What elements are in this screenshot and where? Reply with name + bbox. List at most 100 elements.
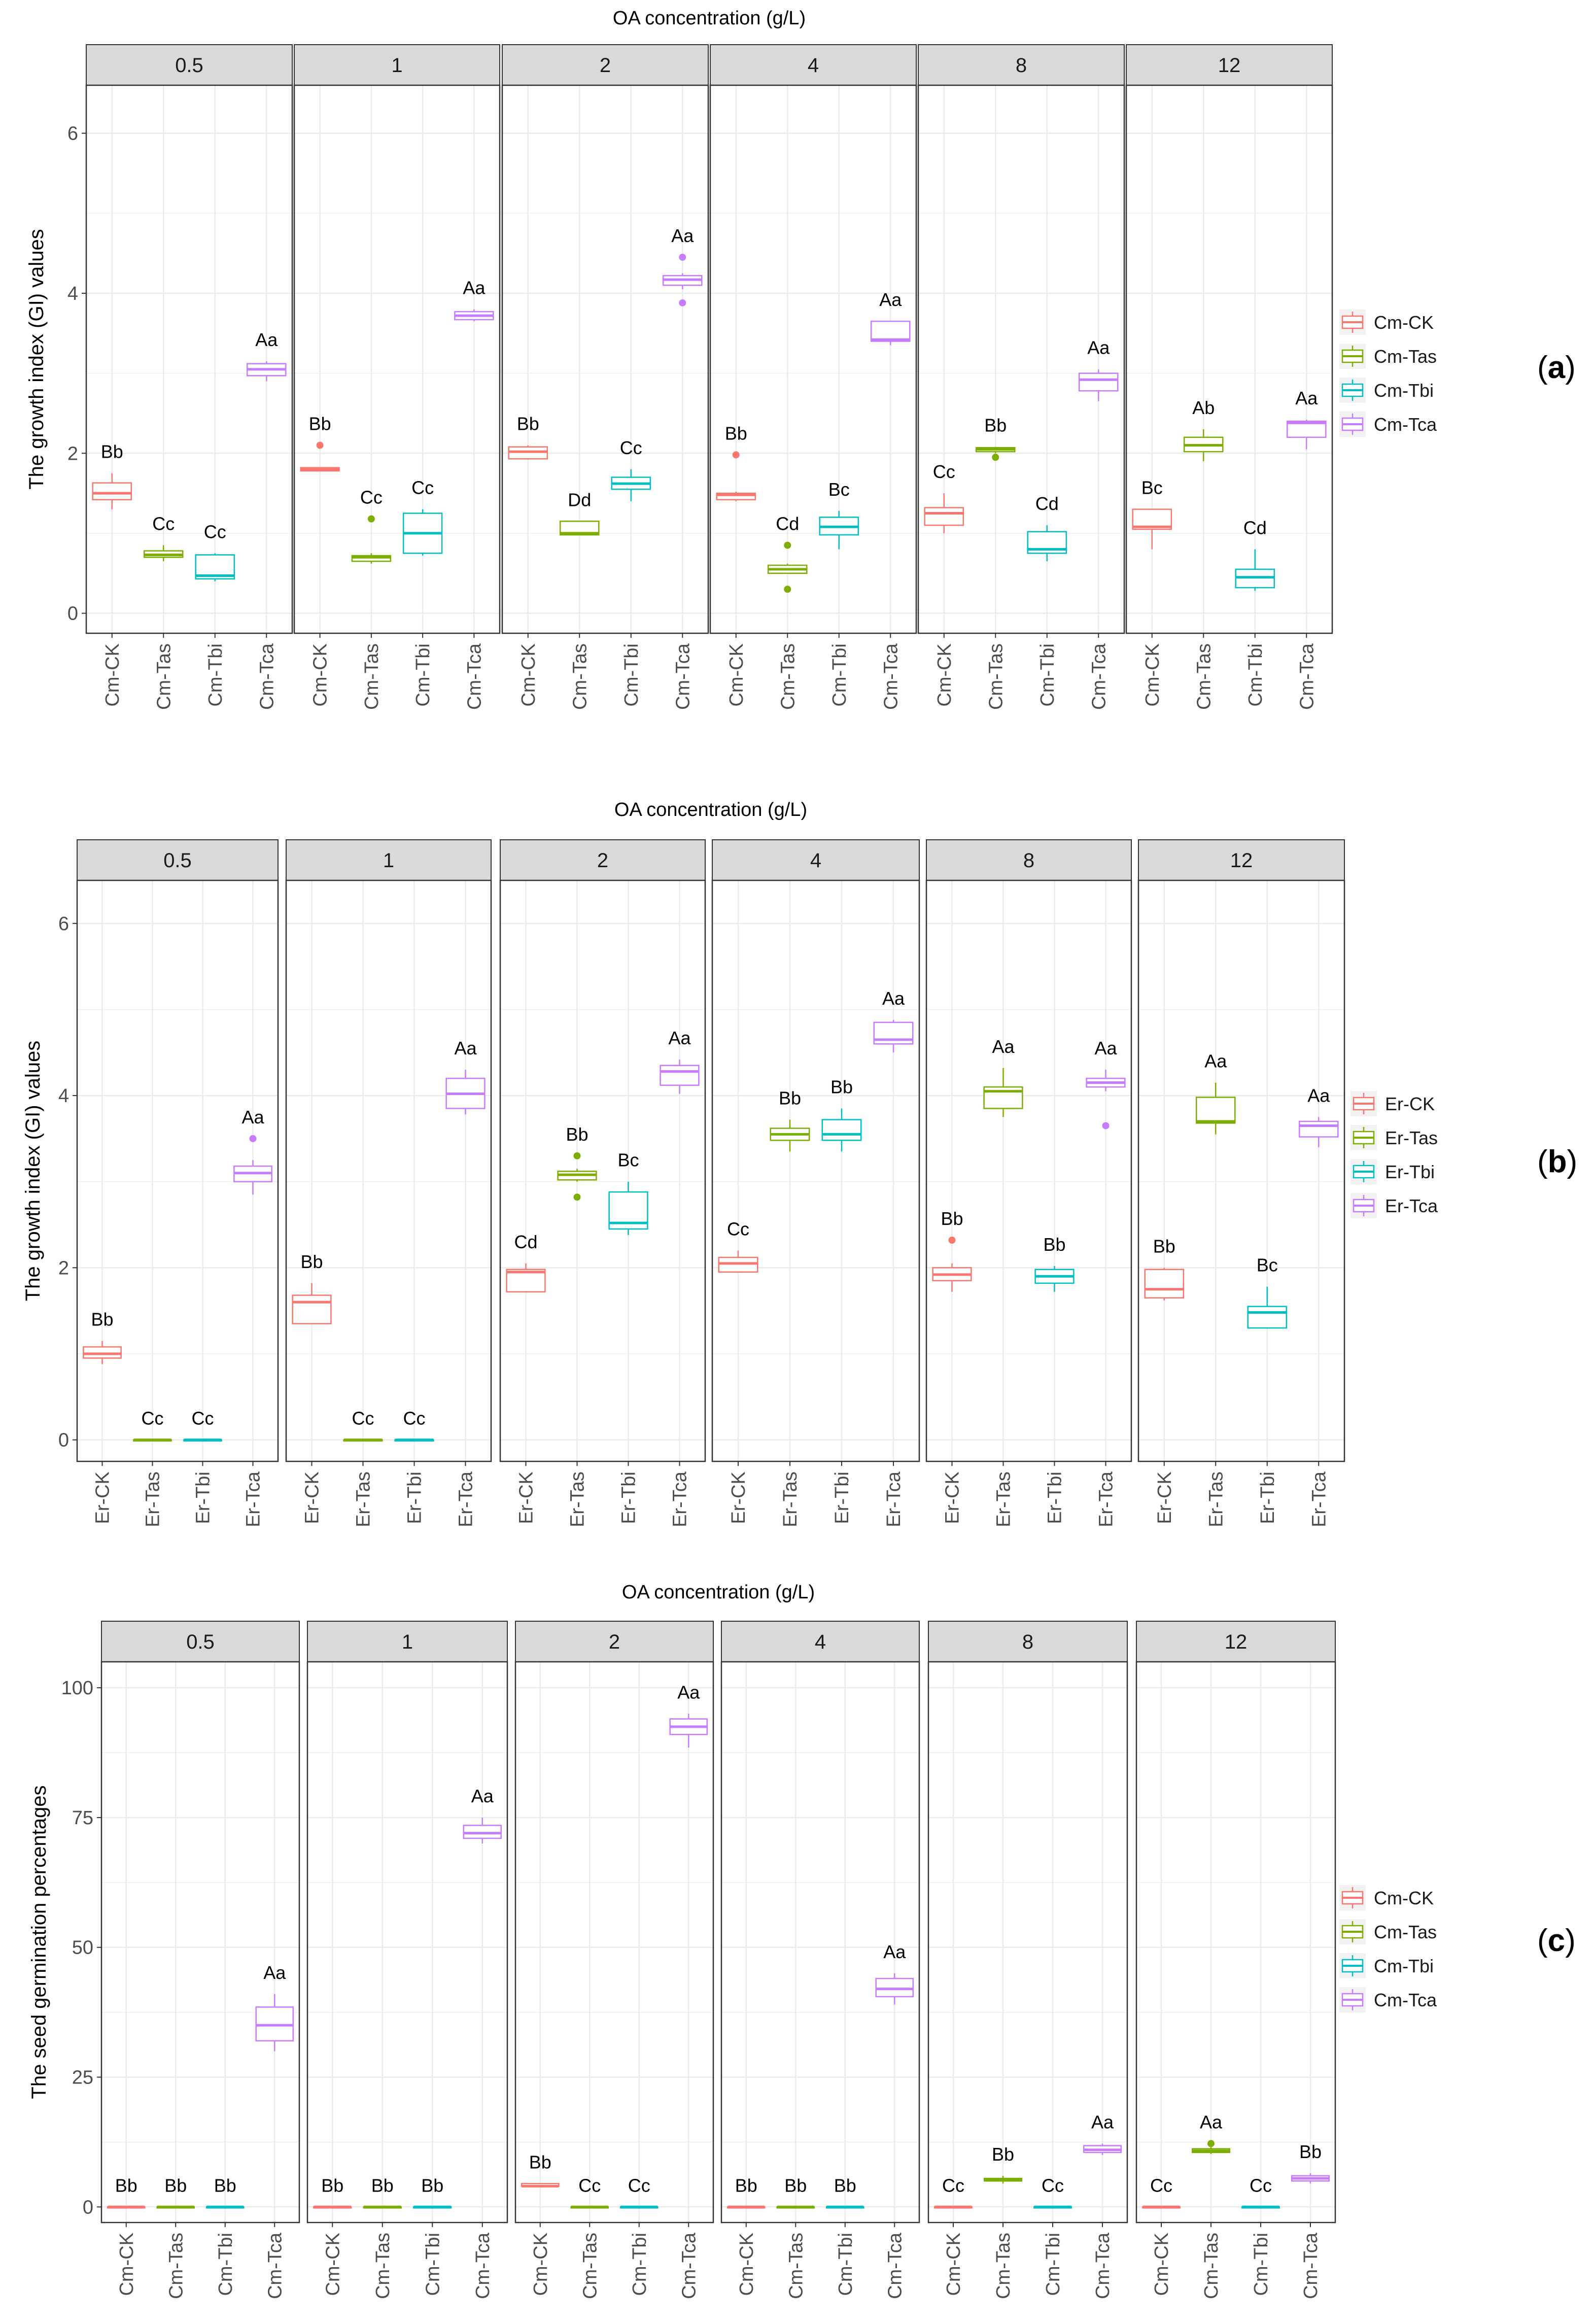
x-tick-label: Cm-Tbi xyxy=(1245,643,1266,707)
x-tick-label: Cm-CK xyxy=(943,2233,964,2296)
x-tick-label: Cm-Tas xyxy=(153,643,175,710)
significance-label: Bb xyxy=(115,2175,137,2196)
x-tick-label: Cm-Tas xyxy=(1193,643,1215,710)
facet-strip xyxy=(1126,44,1333,86)
x-tick-label: Cm-Tca xyxy=(472,2232,494,2299)
significance-label: Bc xyxy=(1257,1255,1278,1276)
facet-panel: 8 Bb Er-CK Aa Er-Tas Bb Er-Tbi Aa Er-Tca xyxy=(925,839,1132,1527)
y-tick-label: 50 xyxy=(72,1937,93,1959)
box-Cm-Tca xyxy=(255,2006,294,2042)
y-tick-label: 25 xyxy=(72,2067,93,2089)
panel-border xyxy=(1137,879,1345,1462)
x-tick-label: Cm-Tca xyxy=(1092,2232,1114,2299)
significance-label: Bb xyxy=(566,1124,588,1145)
significance-label: Cd xyxy=(776,514,799,534)
x-tick-label: Cm-Tbi xyxy=(835,2233,856,2296)
plot-background xyxy=(307,1662,507,2223)
facet-label: 0.5 xyxy=(186,1631,215,1653)
chart-b: OA concentration (g/L) The growth index (… xyxy=(22,799,1577,1527)
facet-label: 4 xyxy=(810,849,821,872)
significance-label: Bb xyxy=(992,2144,1014,2165)
y-tick-label: 0 xyxy=(83,2197,93,2218)
chart-title: OA concentration (g/L) xyxy=(622,1582,815,1603)
significance-label: Cc xyxy=(727,1218,749,1239)
x-tick-label: Er-Tca xyxy=(456,1471,477,1527)
outlier-point xyxy=(1102,1122,1110,1130)
legend-label: Cm-Tca xyxy=(1374,1990,1437,2010)
x-tick-label: Er-Tbi xyxy=(618,1472,640,1524)
x-tick-label: Er-Tca xyxy=(670,1471,691,1527)
x-tick-label: Er-Tca xyxy=(1096,1471,1117,1527)
plot-background xyxy=(515,1662,713,2223)
significance-label: Aa xyxy=(1094,1038,1117,1058)
facet-strip xyxy=(307,1621,508,1662)
significance-label: Cc xyxy=(152,514,175,534)
significance-label: Cc xyxy=(620,437,642,458)
significance-label: Cd xyxy=(1035,493,1059,514)
facet-strip xyxy=(502,44,709,86)
significance-label: Cc xyxy=(578,2175,601,2196)
x-tick-label: Er-Tas xyxy=(993,1472,1015,1527)
significance-label: Aa xyxy=(1204,1051,1227,1072)
outlier-point xyxy=(316,441,324,449)
x-tick-label: Er-CK xyxy=(302,1472,323,1524)
facet-panel: 2 Bb Cm-CK Dd Cm-Tas Cc Cm-Tbi Aa Cm-Tca xyxy=(501,44,709,710)
y-tick-label: 75 xyxy=(72,1807,93,1829)
x-tick-label: Er-Tbi xyxy=(193,1472,214,1524)
significance-label: Aa xyxy=(883,1941,906,1962)
outlier-point xyxy=(573,1152,581,1159)
panel-border xyxy=(927,1661,1128,2224)
outlier-point xyxy=(948,1237,956,1244)
box-Er-CK xyxy=(292,1294,332,1324)
x-tick-label: Cm-Tca xyxy=(880,643,902,710)
significance-label: Aa xyxy=(1091,2111,1114,2132)
significance-label: Cc xyxy=(1150,2175,1172,2196)
facet-label: 2 xyxy=(597,849,608,872)
box-Er-CK xyxy=(83,1346,122,1359)
x-tick-label: Cm-Tas xyxy=(785,2233,807,2299)
plot-background xyxy=(286,880,491,1461)
panel-border xyxy=(499,879,706,1462)
legend-label: Er-CK xyxy=(1385,1093,1435,1114)
facet-label: 1 xyxy=(402,1631,413,1653)
legend: Er-CK Er-Tas Er-Tbi Er-Tca xyxy=(1350,1091,1438,1218)
significance-label: Aa xyxy=(255,329,278,350)
facet-panel: 0.5 Bb Er-CK Cc Er-Tas Cc Er-Tbi Aa Er-Tca xyxy=(76,839,279,1527)
significance-label: Bc xyxy=(828,479,850,500)
significance-label: Cc xyxy=(1250,2175,1272,2196)
facet-panel: 2 Cd Er-CK Bb Er-Tas Bc Er-Tbi Aa Er-Tca xyxy=(499,839,706,1527)
panel-border xyxy=(711,879,920,1462)
x-tick-label: Er-Tca xyxy=(243,1471,264,1527)
x-tick-label: Er-Tas xyxy=(353,1472,374,1527)
significance-label: Bb xyxy=(214,2175,236,2196)
significance-label: Aa xyxy=(454,1038,477,1058)
significance-label: Bb xyxy=(725,423,747,443)
box-Er-CK xyxy=(718,1256,758,1273)
panel-border xyxy=(293,84,501,634)
outlier-point xyxy=(679,299,686,306)
significance-label: Bb xyxy=(164,2175,187,2196)
x-tick-label: Er-Tas xyxy=(1205,1472,1227,1527)
panel-border xyxy=(285,879,492,1462)
facet-label: 2 xyxy=(600,54,611,77)
legend-label: Cm-CK xyxy=(1374,1888,1434,1908)
facet-panel: 4 Bb Cm-CK Cd Cm-Tas Bc Cm-Tbi Aa Cm-Tca xyxy=(709,44,917,710)
significance-label: Bb xyxy=(321,2175,343,2196)
significance-label: Bb xyxy=(529,2151,551,2172)
x-tick-label: Cm-CK xyxy=(116,2233,137,2296)
facet-panel: 2 Bb Cm-CK Cc Cm-Tas Cc Cm-Tbi Aa Cm-Tca xyxy=(514,1621,714,2299)
x-tick-label: Cm-Tbi xyxy=(1037,643,1058,707)
panel-letter-label: (c) xyxy=(1537,1923,1576,1958)
x-tick-label: Cm-Tca xyxy=(884,2232,906,2299)
plot-background xyxy=(918,85,1124,633)
significance-label: Cc xyxy=(352,1408,374,1429)
significance-label: Cc xyxy=(933,461,955,482)
significance-label: Aa xyxy=(671,225,694,246)
facet-label: 12 xyxy=(1225,1631,1248,1653)
box-Er-Tca xyxy=(660,1065,700,1086)
facet-panel: 1 Bb Cm-CK Cc Cm-Tas Cc Cm-Tbi Aa Cm-Tca xyxy=(293,44,501,710)
y-tick-label: 0 xyxy=(67,603,78,625)
x-tick-label: Er-Tas xyxy=(780,1472,801,1527)
y-tick-label: 100 xyxy=(61,1678,93,1699)
